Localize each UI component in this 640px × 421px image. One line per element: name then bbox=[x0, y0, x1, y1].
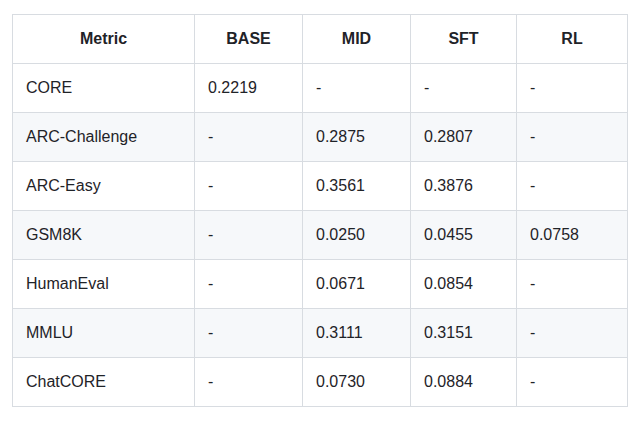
value-cell: - bbox=[411, 64, 517, 113]
value-cell: 0.3561 bbox=[303, 162, 411, 211]
column-header-metric: Metric bbox=[13, 15, 195, 64]
value-cell: - bbox=[195, 309, 303, 358]
value-cell: - bbox=[517, 358, 628, 407]
value-cell: 0.2219 bbox=[195, 64, 303, 113]
table-row-arc-challenge: ARC-Challenge - 0.2875 0.2807 - bbox=[13, 113, 628, 162]
table-row-humaneval: HumanEval - 0.0671 0.0854 - bbox=[13, 260, 628, 309]
value-cell: 0.2875 bbox=[303, 113, 411, 162]
value-cell: 0.0758 bbox=[517, 211, 628, 260]
value-cell: - bbox=[517, 113, 628, 162]
value-cell: 0.0455 bbox=[411, 211, 517, 260]
metric-name-cell: GSM8K bbox=[13, 211, 195, 260]
value-cell: - bbox=[195, 113, 303, 162]
value-cell: 0.3151 bbox=[411, 309, 517, 358]
table-row-gsm8k: GSM8K - 0.0250 0.0455 0.0758 bbox=[13, 211, 628, 260]
metric-name-cell: ARC-Challenge bbox=[13, 113, 195, 162]
value-cell: 0.0854 bbox=[411, 260, 517, 309]
table-row-arc-easy: ARC-Easy - 0.3561 0.3876 - bbox=[13, 162, 628, 211]
value-cell: 0.0250 bbox=[303, 211, 411, 260]
value-cell: - bbox=[195, 162, 303, 211]
metric-name-cell: MMLU bbox=[13, 309, 195, 358]
column-header-base: BASE bbox=[195, 15, 303, 64]
value-cell: - bbox=[517, 309, 628, 358]
metric-name-cell: HumanEval bbox=[13, 260, 195, 309]
value-cell: - bbox=[195, 260, 303, 309]
value-cell: - bbox=[195, 358, 303, 407]
value-cell: 0.3111 bbox=[303, 309, 411, 358]
column-header-sft: SFT bbox=[411, 15, 517, 64]
metric-name-cell: ChatCORE bbox=[13, 358, 195, 407]
table-row-chatcore: ChatCORE - 0.0730 0.0884 - bbox=[13, 358, 628, 407]
value-cell: - bbox=[195, 211, 303, 260]
column-header-rl: RL bbox=[517, 15, 628, 64]
header-row: Metric BASE MID SFT RL bbox=[13, 15, 628, 64]
value-cell: 0.0730 bbox=[303, 358, 411, 407]
metric-name-cell: CORE bbox=[13, 64, 195, 113]
value-cell: 0.2807 bbox=[411, 113, 517, 162]
metrics-table-container: Metric BASE MID SFT RL CORE 0.2219 - - -… bbox=[12, 14, 627, 407]
value-cell: - bbox=[517, 162, 628, 211]
table-row-core: CORE 0.2219 - - - bbox=[13, 64, 628, 113]
value-cell: - bbox=[517, 260, 628, 309]
metrics-table: Metric BASE MID SFT RL CORE 0.2219 - - -… bbox=[12, 14, 628, 407]
metric-name-cell: ARC-Easy bbox=[13, 162, 195, 211]
value-cell: - bbox=[303, 64, 411, 113]
value-cell: 0.0671 bbox=[303, 260, 411, 309]
value-cell: 0.3876 bbox=[411, 162, 517, 211]
value-cell: 0.0884 bbox=[411, 358, 517, 407]
table-row-mmlu: MMLU - 0.3111 0.3151 - bbox=[13, 309, 628, 358]
column-header-mid: MID bbox=[303, 15, 411, 64]
value-cell: - bbox=[517, 64, 628, 113]
